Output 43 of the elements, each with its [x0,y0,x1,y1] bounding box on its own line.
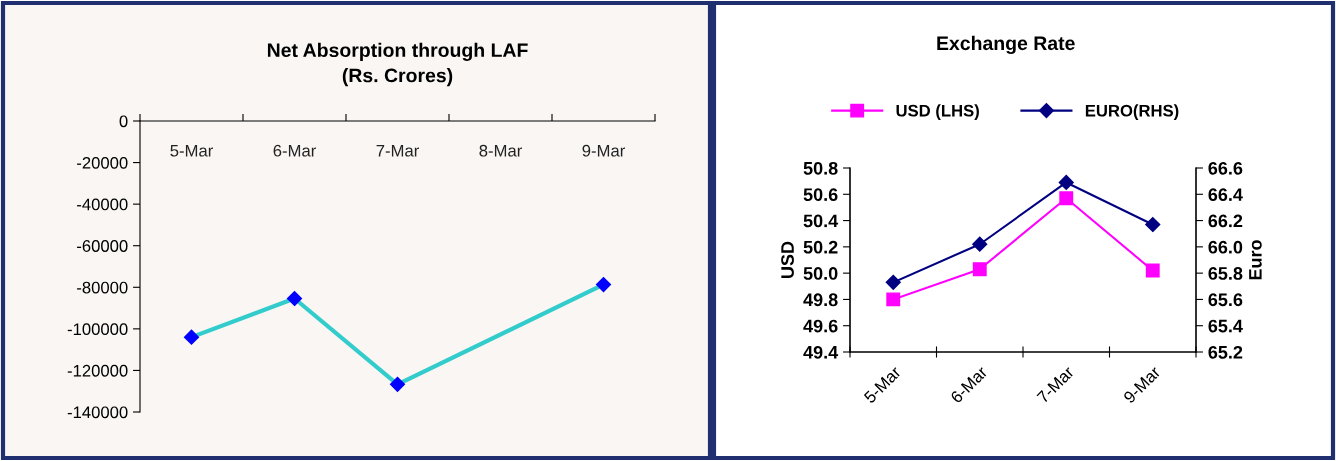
y-tick-label: -120000 [67,364,128,377]
y2-tick-label: 66.6 [1208,161,1243,175]
y2-tick-label: 65.4 [1208,319,1243,333]
x-tick-label: 6-Mar [273,144,316,157]
point [1059,191,1074,206]
y-tick-label: 50.8 [803,161,838,175]
y-tick-label: 49.6 [803,319,838,333]
y-tick-label: 50.0 [803,267,838,280]
point [886,292,901,307]
y-tick-label: 50.2 [803,240,838,254]
legend-label: USD (LHS) [896,104,979,120]
y-axis-title: USD [781,241,794,278]
y2-tick-label: 65.6 [1208,293,1243,307]
chart-title: Exchange Rate [937,35,1075,55]
y2-tick-label: 66.0 [1208,240,1243,254]
legend-label: EURO(RHS) [1085,104,1179,120]
chart-title: Net Absorption through LAF (Rs. Crores) [267,42,528,87]
y-tick-label: 0 [119,115,128,128]
y-tick-label: 49.4 [803,345,839,359]
x-tick-label: 7-Mar [376,144,419,157]
point [1058,174,1074,191]
y-tick-label: -100000 [67,323,128,336]
y2-tick-label: 65.8 [1208,267,1243,280]
point [1145,216,1161,233]
point [1145,263,1160,278]
point [972,236,988,252]
point [885,274,901,290]
y2-tick-label: 66.2 [1208,214,1243,228]
point [972,262,987,277]
x-tick-label: 9-Mar [582,144,625,157]
y2-axis-title: Euro [1249,240,1262,280]
y-tick-label: -20000 [77,156,128,169]
y-tick-label: 50.4 [803,214,839,228]
y-tick-label: -80000 [77,281,128,294]
y2-tick-label: 65.2 [1208,345,1243,359]
y-tick-label: -140000 [67,406,128,419]
y-tick-label: 50.6 [803,188,838,202]
x-tick-label: 8-Mar [479,144,522,157]
y-tick-label: 49.8 [803,293,838,307]
y2-tick-label: 66.4 [1208,188,1243,202]
x-tick-label: 5-Mar [170,144,213,157]
y-tick-label: -60000 [77,240,128,252]
y-tick-label: -40000 [77,198,128,211]
